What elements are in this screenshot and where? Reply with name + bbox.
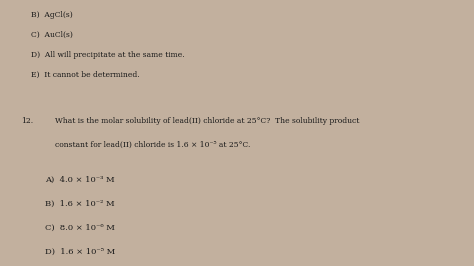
Text: B)  AgCl(s): B) AgCl(s) — [31, 11, 73, 19]
Text: 12.: 12. — [21, 117, 34, 125]
Text: E)  It cannot be determined.: E) It cannot be determined. — [31, 70, 139, 78]
Text: C)  AuCl(s): C) AuCl(s) — [31, 31, 73, 39]
Text: B)  1.6 × 10⁻² M: B) 1.6 × 10⁻² M — [45, 200, 115, 207]
Text: D)  All will precipitate at the same time.: D) All will precipitate at the same time… — [31, 51, 184, 59]
Text: D)  1.6 × 10⁻⁵ M: D) 1.6 × 10⁻⁵ M — [45, 247, 115, 255]
Text: A)  4.0 × 10⁻³ M: A) 4.0 × 10⁻³ M — [45, 176, 115, 184]
Text: C)  8.0 × 10⁻⁶ M: C) 8.0 × 10⁻⁶ M — [45, 223, 115, 231]
Text: constant for lead(II) chloride is 1.6 × 10⁻⁵ at 25°C.: constant for lead(II) chloride is 1.6 × … — [55, 141, 250, 149]
Text: What is the molar solubility of lead(II) chloride at 25°C?  The solubility produ: What is the molar solubility of lead(II)… — [55, 117, 359, 125]
